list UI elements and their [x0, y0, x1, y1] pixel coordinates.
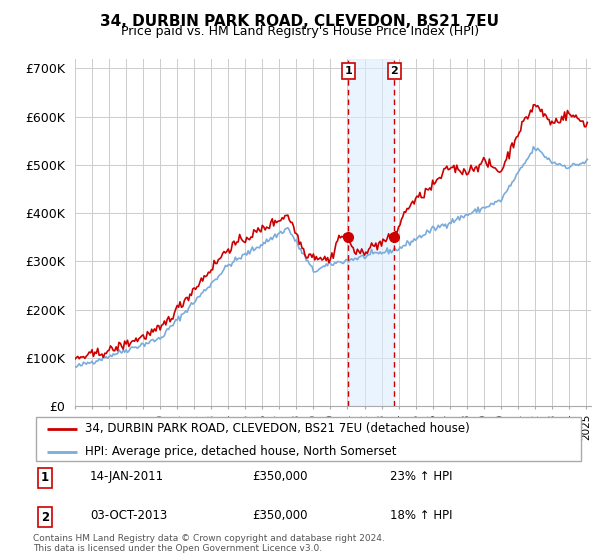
FancyBboxPatch shape [36, 417, 581, 461]
Text: 18% ↑ HPI: 18% ↑ HPI [390, 510, 452, 522]
Text: 1: 1 [41, 472, 49, 484]
Text: 14-JAN-2011: 14-JAN-2011 [90, 470, 164, 483]
Text: 2: 2 [391, 66, 398, 76]
Bar [348, 59, 394, 406]
Text: Price paid vs. HM Land Registry's House Price Index (HPI): Price paid vs. HM Land Registry's House … [121, 25, 479, 38]
Text: 2: 2 [41, 511, 49, 524]
Text: 03-OCT-2013: 03-OCT-2013 [90, 510, 167, 522]
Text: 1: 1 [344, 66, 352, 76]
Text: 23% ↑ HPI: 23% ↑ HPI [390, 470, 452, 483]
Text: HPI: Average price, detached house, North Somerset: HPI: Average price, detached house, Nort… [85, 445, 397, 459]
Text: 34, DURBIN PARK ROAD, CLEVEDON, BS21 7EU (detached house): 34, DURBIN PARK ROAD, CLEVEDON, BS21 7EU… [85, 422, 470, 436]
Text: 34, DURBIN PARK ROAD, CLEVEDON, BS21 7EU: 34, DURBIN PARK ROAD, CLEVEDON, BS21 7EU [101, 14, 499, 29]
Text: Contains HM Land Registry data © Crown copyright and database right 2024.
This d: Contains HM Land Registry data © Crown c… [33, 534, 385, 553]
Text: £350,000: £350,000 [252, 510, 308, 522]
Text: £350,000: £350,000 [252, 470, 308, 483]
